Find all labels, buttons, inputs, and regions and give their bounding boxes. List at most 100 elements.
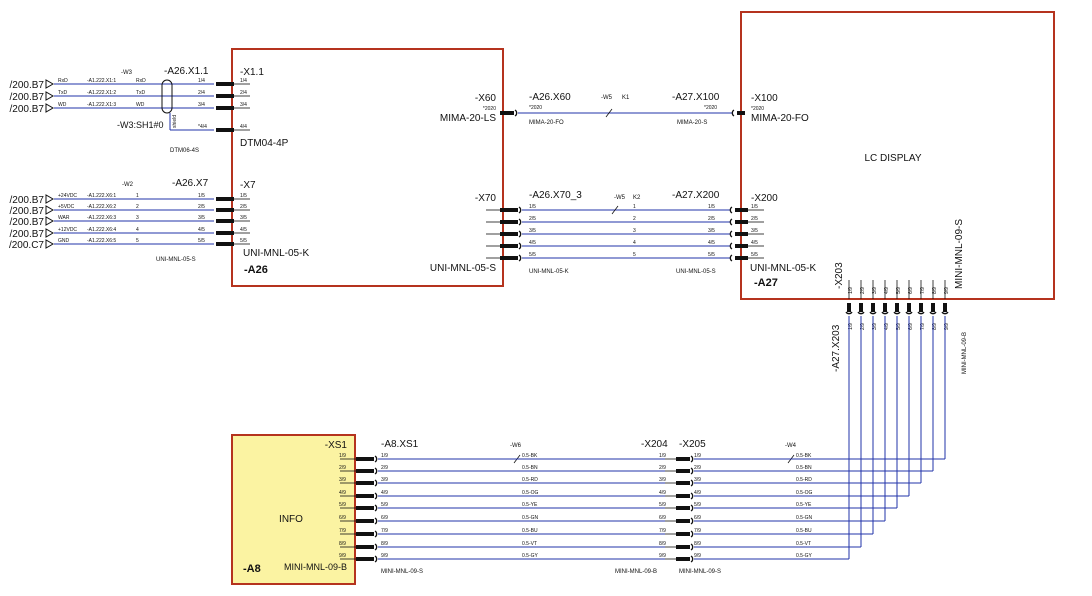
wire-code: 0.5-RD bbox=[796, 477, 812, 483]
connector-part: MIMA-20-FO bbox=[529, 120, 564, 126]
pin-label: 2/9 bbox=[659, 465, 666, 471]
pin-label: 7/9 bbox=[694, 528, 701, 534]
connector-tag: -A26.X1.1 bbox=[164, 66, 209, 77]
connector-part: UNI-MNL-05-K bbox=[243, 248, 309, 259]
connector-socket-icon bbox=[518, 242, 522, 250]
wire-code: 0.5-OG bbox=[522, 490, 539, 496]
pin-label: 1/9 bbox=[339, 453, 346, 459]
connector-lead bbox=[735, 244, 748, 248]
connector-lead bbox=[216, 82, 234, 86]
connector-tag: -A26.X7 bbox=[172, 178, 209, 189]
signal-name: GND bbox=[58, 238, 70, 244]
pin-label: 3/9 bbox=[872, 323, 878, 330]
connector-part: MIMA-20-FO bbox=[751, 113, 809, 124]
device-a27-name: -A27 bbox=[754, 277, 778, 289]
pin-label: 4/5 bbox=[240, 227, 247, 233]
device-a27-label: LC DISPLAY bbox=[864, 153, 921, 164]
reference-label: /200.B7 bbox=[10, 229, 45, 240]
wire-number: 1 bbox=[633, 204, 636, 210]
wire-code: 0.5-BK bbox=[796, 453, 812, 459]
connector-lead bbox=[871, 303, 875, 312]
pin-label: 8/9 bbox=[339, 541, 346, 547]
connector-lead bbox=[216, 208, 234, 212]
connector-socket-icon bbox=[374, 467, 378, 475]
signal-name: WD bbox=[58, 102, 67, 108]
connector-lead bbox=[735, 256, 748, 260]
connector-socket-icon bbox=[905, 311, 913, 315]
pin-label: 3/9 bbox=[872, 287, 878, 294]
connector-socket-icon bbox=[731, 109, 735, 117]
reference-arrow-icon bbox=[45, 216, 55, 226]
pin-label: 2/5 bbox=[198, 204, 205, 210]
connector-socket-icon bbox=[729, 218, 733, 226]
pin-label: 1/9 bbox=[659, 453, 666, 459]
connector-lead bbox=[356, 481, 374, 485]
wire-code: 0.5-BU bbox=[522, 528, 538, 534]
connector-socket-icon bbox=[690, 455, 694, 463]
wire-code: 0.5-GY bbox=[796, 553, 813, 559]
pin-label: 1/9 bbox=[694, 453, 701, 459]
wire-code: WD bbox=[136, 102, 145, 108]
reference-arrow-icon bbox=[45, 205, 55, 215]
shield-tag: -W3:SH1#0 bbox=[117, 120, 164, 130]
connector-lead bbox=[356, 506, 374, 510]
pin-label: 7/9 bbox=[659, 528, 666, 534]
reference-label: /200.B7 bbox=[10, 92, 45, 103]
connector-lead bbox=[216, 231, 234, 235]
connector-lead bbox=[216, 219, 234, 223]
pin-label: 4/9 bbox=[381, 490, 388, 496]
reference-arrow-icon bbox=[45, 228, 55, 238]
connector-lead bbox=[676, 481, 690, 485]
pin-label: 6/9 bbox=[381, 515, 388, 521]
reference-label: /200.B7 bbox=[10, 217, 45, 228]
connector-part: MINI-MNL-09-S bbox=[679, 569, 721, 575]
pin-label: 2/9 bbox=[339, 465, 346, 471]
cable-core: K2 bbox=[633, 195, 641, 201]
connector-socket-icon bbox=[869, 311, 877, 315]
pin-label: 1/5 bbox=[529, 204, 536, 210]
connector-socket-icon bbox=[729, 242, 733, 250]
connector-part: UNI-MNL-05-S bbox=[676, 269, 716, 275]
connector-lead bbox=[676, 469, 690, 473]
connector-socket-icon bbox=[929, 311, 937, 315]
pin-label: 7/9 bbox=[920, 323, 926, 330]
connector-lead bbox=[500, 208, 518, 212]
pin-label: 8/9 bbox=[694, 541, 701, 547]
connector-socket-icon bbox=[374, 492, 378, 500]
cable-slash bbox=[605, 108, 613, 118]
connector-lead bbox=[676, 506, 690, 510]
wire-code: TxD bbox=[136, 90, 146, 96]
pin-label: 9/9 bbox=[339, 553, 346, 559]
connector-lead bbox=[356, 519, 374, 523]
connector-lead bbox=[735, 220, 748, 224]
pin-label: 8/9 bbox=[381, 541, 388, 547]
connector-lead bbox=[676, 457, 690, 461]
pin-label: 6/9 bbox=[694, 515, 701, 521]
connector-socket-icon bbox=[374, 530, 378, 538]
signal-label: -A1.222.X6:2 bbox=[87, 204, 116, 210]
signal-name: +24VDC bbox=[58, 193, 77, 199]
pin-label: 3/5 bbox=[529, 228, 536, 234]
connector-lead bbox=[356, 494, 374, 498]
pin-label: 2/5 bbox=[529, 216, 536, 222]
connector-lead bbox=[356, 532, 374, 536]
reference-arrow-icon bbox=[45, 194, 55, 204]
pin-label: 7/9 bbox=[381, 528, 388, 534]
wire-code: 0.5-YE bbox=[796, 502, 812, 508]
pin-label: 6/9 bbox=[339, 515, 346, 521]
cable-tag: -W3 bbox=[121, 70, 133, 76]
pin-label: 5/9 bbox=[896, 323, 902, 330]
pin-label: 1/9 bbox=[848, 287, 854, 294]
connector-socket-icon bbox=[690, 504, 694, 512]
wire-number: 1 bbox=[136, 193, 139, 199]
reference-arrow-icon bbox=[45, 91, 55, 101]
pin-label: 3/5 bbox=[198, 215, 205, 221]
connector-sub: *2020 bbox=[751, 106, 764, 112]
connector-socket-icon bbox=[374, 543, 378, 551]
pin-label: 3/5 bbox=[708, 228, 715, 234]
pin-label: 2/9 bbox=[381, 465, 388, 471]
pin-label: 2/9 bbox=[860, 287, 866, 294]
reference-arrow-icon bbox=[45, 103, 55, 113]
pin-label: 3/9 bbox=[659, 477, 666, 483]
connector-lead bbox=[356, 469, 374, 473]
